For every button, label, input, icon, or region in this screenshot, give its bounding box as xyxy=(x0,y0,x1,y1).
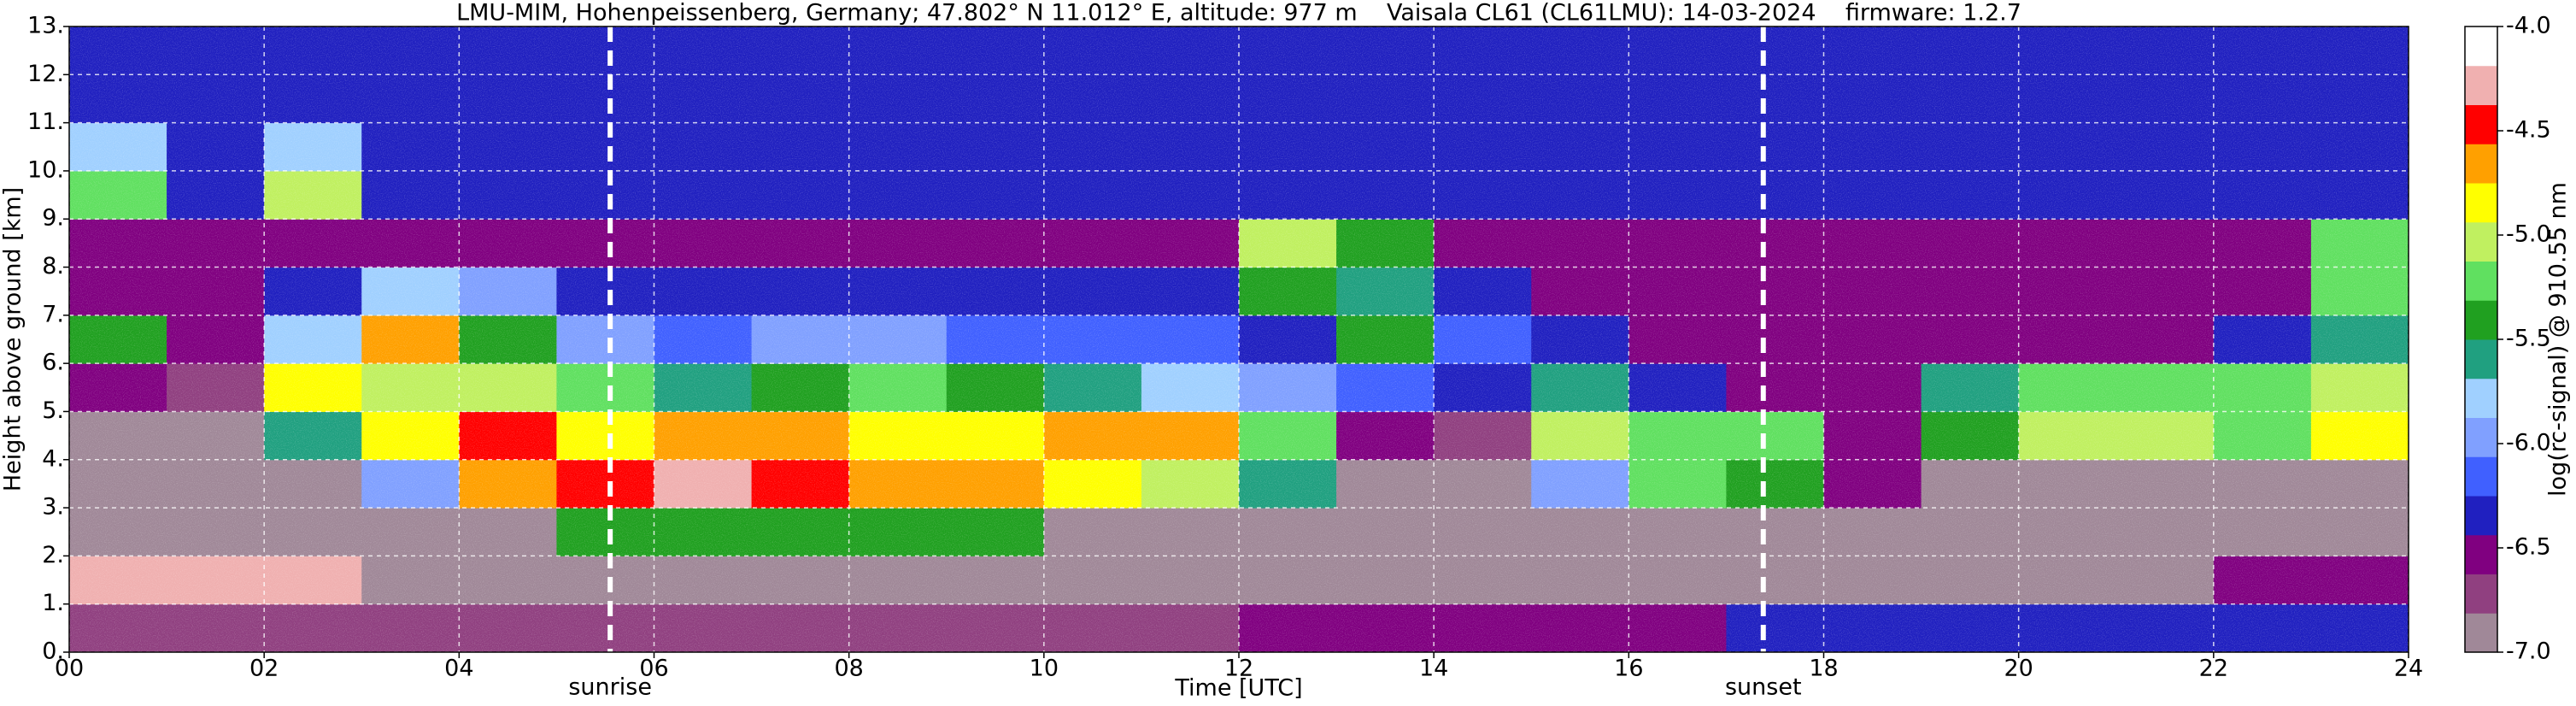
colorbar-swatch xyxy=(2465,456,2497,497)
annotation-label: sunset xyxy=(1725,674,1802,701)
colorbar-swatch xyxy=(2465,26,2497,67)
colorbar-swatch xyxy=(2465,613,2497,653)
x-tick-label: 20 xyxy=(2004,656,2033,682)
colorbar-swatch xyxy=(2465,183,2497,223)
colorbar-tick-label: -6.0 xyxy=(2506,430,2551,456)
x-axis-label: Time [UTC] xyxy=(1174,675,1302,702)
chart-title: LMU-MIM, Hohenpeissenberg, Germany; 47.8… xyxy=(456,0,2021,26)
plot-frame xyxy=(68,26,2409,653)
y-tick-label: 1. xyxy=(42,590,64,616)
y-tick-label: 13. xyxy=(27,13,64,39)
y-tick-label: 3. xyxy=(42,494,64,521)
colorbar-swatch xyxy=(2465,417,2497,457)
colorbar-tick-label: -6.5 xyxy=(2506,534,2551,561)
y-tick-label: 5. xyxy=(42,397,64,424)
colorbar-swatch xyxy=(2465,221,2497,262)
colorbar-swatch xyxy=(2465,65,2497,105)
colorbar-swatch xyxy=(2465,496,2497,536)
x-tick-label: 06 xyxy=(639,656,668,682)
colorbar-swatch xyxy=(2465,339,2497,379)
y-tick-label: 10. xyxy=(27,156,64,183)
x-tick-label: 18 xyxy=(1809,656,1838,682)
colorbar-swatch xyxy=(2465,574,2497,614)
y-tick-label: 0. xyxy=(42,638,64,665)
y-tick-label: 7. xyxy=(42,301,64,327)
x-tick-label: 10 xyxy=(1030,656,1059,682)
colorbar-swatch xyxy=(2465,534,2497,574)
colorbar-swatch xyxy=(2465,300,2497,340)
x-tick-label: 14 xyxy=(1419,656,1448,682)
y-tick-label: 6. xyxy=(42,350,64,376)
y-axis-label: Height above ground [km] xyxy=(0,187,26,491)
colorbar-swatch xyxy=(2465,378,2497,418)
colorbar-swatch xyxy=(2465,261,2497,301)
y-tick-label: 12. xyxy=(27,61,64,87)
colorbar-label: log(rc-signal) @ 910.55 nm xyxy=(2545,182,2572,497)
colorbar-tick-label: -7.0 xyxy=(2506,638,2551,665)
x-tick-label: 24 xyxy=(2394,656,2423,682)
colorbar-swatch xyxy=(2465,144,2497,184)
x-tick-label: 12 xyxy=(1224,656,1253,682)
y-tick-label: 8. xyxy=(42,253,64,279)
x-tick-label: 02 xyxy=(249,656,279,682)
colorbar-tick-label: -5.5 xyxy=(2506,326,2551,352)
colorbar-tick-label: -5.0 xyxy=(2506,221,2551,248)
x-tick-label: 08 xyxy=(834,656,863,682)
y-tick-label: 4. xyxy=(42,445,64,472)
x-tick-label: 00 xyxy=(55,656,84,682)
y-tick-label: 11. xyxy=(27,109,64,135)
y-tick-label: 2. xyxy=(42,542,64,568)
x-tick-label: 04 xyxy=(444,656,473,682)
y-tick-label: 9. xyxy=(42,205,64,232)
colorbar-swatch xyxy=(2465,104,2497,144)
x-tick-label: 22 xyxy=(2199,656,2228,682)
colorbar-tick-label: -4.0 xyxy=(2506,13,2551,39)
annotation-label: sunrise xyxy=(568,674,652,701)
x-tick-label: 16 xyxy=(1614,656,1643,682)
colorbar-tick-label: -4.5 xyxy=(2506,117,2551,144)
